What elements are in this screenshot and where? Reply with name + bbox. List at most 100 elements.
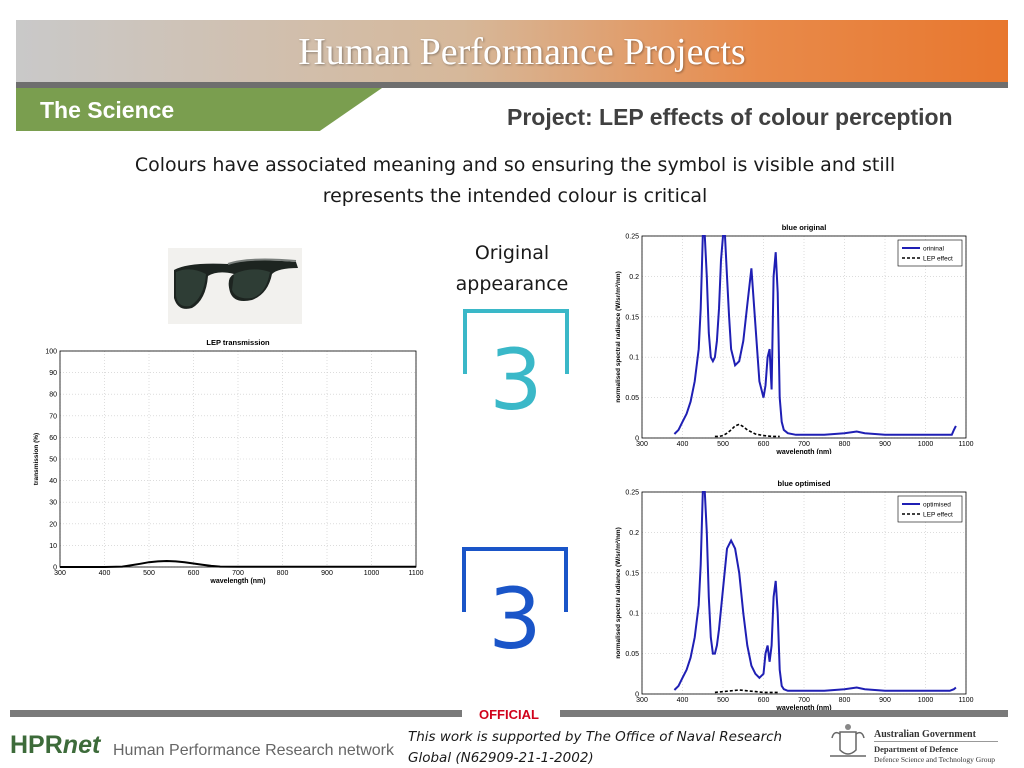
chart1-ylabel: normalised spectral radiance (W/sr/m²/nm… — [615, 271, 622, 402]
chart1-legend-label-1: LEP effect — [923, 256, 953, 263]
chart2-series-0-line — [673, 491, 957, 692]
chart0-xtick-label-0: 300 — [54, 570, 66, 577]
chart0-xtick-label-3: 600 — [188, 570, 200, 577]
title-banner — [16, 20, 1008, 82]
chart2-xtick-label-1: 400 — [677, 697, 689, 704]
chart0-ytick-label-0: 0 — [53, 565, 57, 572]
symbol-original: 3 — [463, 309, 569, 420]
chart2-xtick-label-2: 500 — [717, 697, 729, 704]
chart2-legend-label-0: optimised — [923, 502, 951, 509]
coat-of-arms-icon — [830, 724, 866, 757]
chart-lep-transmission: 300 400 500 600 700 800 900 1000 1100 0 10 20 30 40 50… — [33, 338, 424, 585]
chart2-xlabel: wavelength (nm) — [775, 705, 831, 710]
classification-label: OFFICIAL — [479, 707, 539, 722]
chart1-xlabel: wavelength (nm) — [775, 449, 831, 454]
chart1-plot-frame — [641, 235, 967, 439]
chart0-ytick-label-8: 80 — [49, 392, 57, 399]
chart1-xtick-label-0: 300 — [636, 441, 648, 448]
hprnet-logo-text: Human Performance Research network — [113, 742, 395, 759]
chart2-xtick-label-0: 300 — [636, 697, 648, 704]
chart1-legend-box — [897, 239, 963, 267]
gov-department: Department of Defence — [874, 744, 959, 754]
chart0-title: LEP transmission — [206, 338, 270, 347]
chart0-xtick-label-1: 400 — [99, 570, 111, 577]
page-title: Human Performance Projects — [298, 31, 746, 73]
chart0-ylabel: transmission (%) — [33, 433, 40, 485]
hprnet-logo: HPRnet — [10, 731, 100, 760]
chart0-ytick-label-4: 40 — [49, 478, 57, 485]
chart1-series-0-line — [673, 235, 957, 436]
chart2-xtick-label-6: 900 — [879, 697, 891, 704]
chart2-xtick-label-7: 1000 — [918, 697, 934, 704]
chart0-ytick-label-3: 30 — [49, 500, 57, 507]
project-title: Project: LEP effects of colour perceptio… — [507, 104, 953, 130]
chart0-series-0-line — [60, 559, 416, 568]
chart0-ytick-label-7: 70 — [49, 413, 57, 420]
sunglasses-icon — [174, 258, 298, 309]
hprnet-logo-hpr: HPR — [10, 731, 63, 759]
chart2-xtick-label-4: 700 — [798, 697, 810, 704]
chart1-xtick-label-7: 1000 — [918, 441, 934, 448]
chart0-ytick-label-1: 10 — [49, 543, 57, 550]
symbol-optimised-glyph: 3 — [488, 570, 541, 658]
chart0-ytick-label-6: 60 — [49, 435, 57, 442]
chart0-ytick-label-9: 90 — [49, 370, 57, 377]
chart2-ytick-label-0: 0 — [635, 692, 639, 699]
chart0-xtick-label-8: 1100 — [408, 570, 423, 577]
chart1-ytick-label-2: 0.1 — [629, 355, 639, 362]
chart0-xtick-label-7: 1000 — [364, 570, 380, 577]
chart1-xtick-label-4: 700 — [798, 441, 810, 448]
chart2-title: blue optimised — [778, 479, 831, 488]
section-tab — [16, 88, 382, 131]
chart2-xtick-label-8: 1100 — [958, 697, 973, 704]
chart1-xtick-label-2: 500 — [717, 441, 729, 448]
glasses-photo — [168, 248, 302, 324]
chart1-xtick-label-1: 400 — [677, 441, 689, 448]
chart1-xtick-label-6: 900 — [879, 441, 891, 448]
chart1-title: blue original — [782, 223, 827, 232]
gov-title: Australian Government — [874, 729, 976, 740]
intro-text: Colours have associated meaning and so e… — [134, 154, 896, 207]
chart2-ytick-label-1: 0.05 — [625, 651, 639, 658]
hprnet-logo-net: net — [62, 731, 101, 759]
original-appearance-label: Original appearance — [455, 242, 569, 295]
chart1-ytick-label-1: 0.05 — [625, 395, 639, 402]
chart-blue-optimised: 300 400 500 600 700 800 900 1000 1100 0 0.05 0.1 0.1… — [615, 479, 974, 710]
chart0-xtick-label-5: 800 — [277, 570, 289, 577]
gov-rule — [874, 741, 998, 742]
gov-logo: Australian Government Department of Defe… — [826, 722, 1006, 766]
funding-acknowledgement: This work is supported by The Office of … — [408, 729, 783, 766]
chart2-xtick-label-3: 600 — [758, 697, 770, 704]
gov-dst: Defence Science and Technology Group — [874, 755, 995, 764]
symbol-optimised-frame — [462, 547, 568, 612]
section-label: The Science — [40, 97, 175, 123]
chart1-ytick-label-0: 0 — [635, 436, 639, 443]
chart-blue-original: 300 400 500 600 700 800 900 1000 1100 0 0.05 0.1 0.1… — [615, 223, 974, 454]
chart0-xtick-label-4: 700 — [232, 570, 244, 577]
chart1-xtick-label-5: 800 — [839, 441, 851, 448]
chart0-ytick-label-10: 100 — [45, 349, 57, 356]
chart1-xtick-label-3: 600 — [758, 441, 770, 448]
chart1-ytick-label-3: 0.15 — [625, 314, 639, 321]
chart2-plot-frame — [641, 491, 967, 695]
chart2-legend-label-1: LEP effect — [923, 512, 953, 519]
chart0-ytick-label-2: 20 — [49, 521, 57, 528]
chart0-ytick-label-5: 50 — [49, 457, 57, 464]
chart1-legend-label-0: orininal — [923, 246, 945, 253]
chart2-xtick-label-5: 800 — [839, 697, 851, 704]
chart2-ylabel: normalised spectral radiance (W/sr/m²/nm… — [615, 527, 622, 658]
banner-divider — [16, 82, 1008, 88]
chart2-ytick-label-4: 0.2 — [629, 530, 639, 537]
symbol-original-frame — [463, 309, 569, 374]
chart2-ytick-label-5: 0.25 — [625, 490, 639, 497]
chart0-xtick-label-2: 500 — [143, 570, 155, 577]
chart2-ytick-label-2: 0.1 — [629, 611, 639, 618]
symbol-original-glyph: 3 — [489, 331, 542, 420]
chart2-legend-box — [897, 495, 963, 523]
chart0-xtick-label-6: 900 — [321, 570, 333, 577]
chart1-ytick-label-5: 0.25 — [625, 234, 639, 241]
footer-divider-left — [10, 710, 462, 717]
chart2-ytick-label-3: 0.15 — [625, 570, 639, 577]
chart1-series-1-line — [714, 423, 780, 438]
chart1-ytick-label-4: 0.2 — [629, 274, 639, 281]
